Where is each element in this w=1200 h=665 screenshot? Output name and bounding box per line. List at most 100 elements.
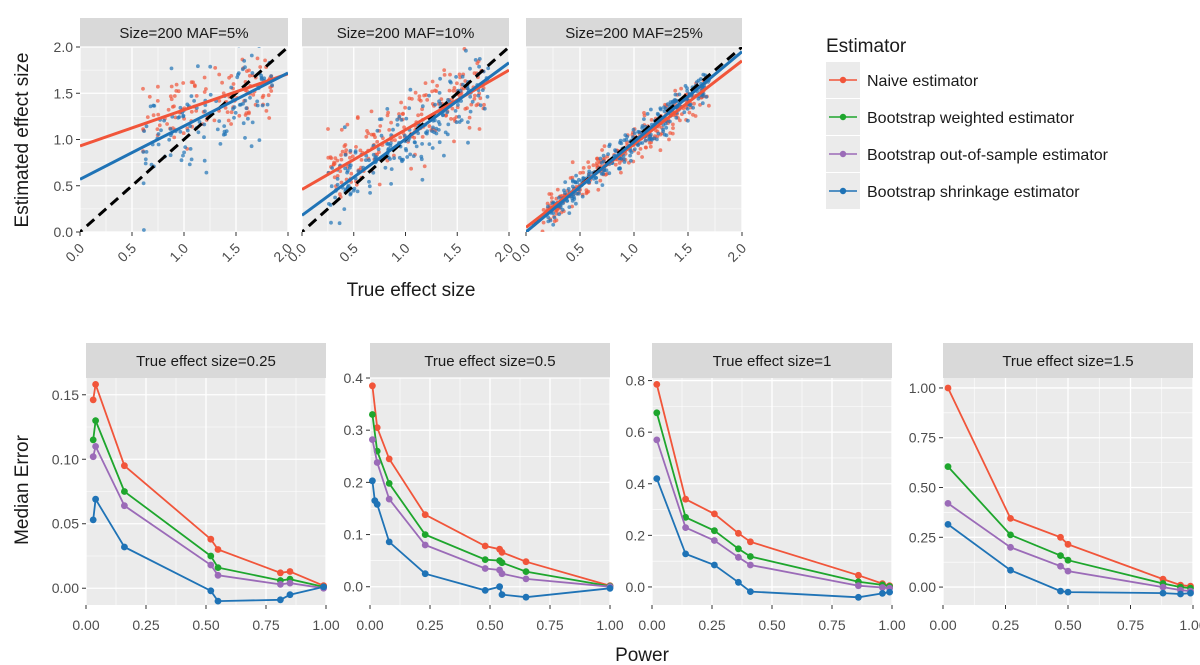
scatter-point-naive	[147, 94, 152, 99]
scatter-point-naive	[673, 88, 678, 93]
scatter-point-naive	[157, 123, 162, 128]
series-line-oos	[655, 439, 890, 590]
scatter-point-shrinkage	[335, 177, 340, 181]
scatter-point-shrinkage	[629, 158, 633, 163]
series-point-oos	[653, 436, 661, 444]
x-tick-label: 1.00	[878, 617, 905, 633]
scatter-point-naive	[473, 93, 477, 98]
scatter-point-shrinkage	[691, 105, 695, 110]
scatter-point-shrinkage	[188, 147, 193, 151]
y-tick-label: 0.0	[626, 579, 646, 595]
scatter-point-shrinkage	[563, 180, 568, 185]
scatter-point-shrinkage	[632, 147, 637, 152]
x-tick-label: 0.00	[72, 617, 99, 633]
scatter-point-shrinkage	[468, 109, 473, 114]
scatter-point-naive	[141, 86, 145, 91]
scatter-point-naive	[181, 131, 186, 136]
scatter-point-naive	[409, 166, 413, 171]
scatter-point-naive	[339, 180, 344, 185]
scatter-point-shrinkage	[403, 133, 407, 138]
scatter-point-naive	[707, 103, 711, 108]
scatter-point-shrinkage	[420, 177, 425, 182]
legend: Estimator Naive estimator Bootstrap weight…	[826, 36, 1109, 209]
scatter-point-naive	[189, 80, 194, 85]
series-point-naive	[121, 462, 128, 470]
scatter-point-shrinkage	[348, 163, 353, 168]
scatter-point-shrinkage	[248, 95, 252, 100]
series-point-naive	[277, 569, 284, 577]
scatter-point-shrinkage	[632, 131, 637, 136]
series-point-naive	[286, 568, 294, 575]
series-point-shrinkage	[421, 570, 429, 578]
y-tick-label: 0.2	[626, 527, 646, 543]
series-point-shrinkage	[214, 597, 222, 605]
scatter-point-naive	[693, 114, 698, 118]
x-tick-label: 0.5	[336, 240, 361, 265]
series-point-shrinkage	[89, 516, 97, 524]
scatter-point-shrinkage	[482, 106, 487, 111]
scatter-point-shrinkage	[244, 106, 249, 111]
scatter-point-naive	[151, 113, 156, 118]
series-point-weighted	[711, 527, 718, 535]
scatter-point-shrinkage	[436, 127, 441, 132]
scatter-point-naive	[449, 117, 453, 121]
scatter-point-shrinkage	[673, 92, 678, 97]
scatter-point-shrinkage	[468, 66, 472, 71]
scatter-point-shrinkage	[437, 140, 442, 145]
facet-title: True effect size=1.5	[1002, 353, 1133, 370]
scatter-point-shrinkage	[232, 115, 236, 120]
scatter-point-shrinkage	[655, 111, 660, 116]
scatter-point-naive	[469, 102, 474, 107]
scatter-point-shrinkage	[257, 47, 261, 48]
scatter-point-shrinkage	[144, 124, 149, 129]
series-point-oos	[421, 541, 429, 549]
scatter-point-shrinkage	[628, 153, 632, 158]
scatter-point-shrinkage	[685, 89, 690, 93]
series-line-shrinkage	[655, 478, 890, 599]
scatter-point-naive	[354, 145, 358, 149]
scatter-point-naive	[427, 124, 432, 129]
scatter-point-shrinkage	[379, 117, 384, 121]
scatter-point-naive	[145, 115, 150, 119]
series-point-weighted	[385, 480, 393, 487]
scatter-point-naive	[386, 110, 390, 115]
scatter-point-shrinkage	[459, 118, 464, 122]
scatter-point-naive	[581, 170, 585, 175]
series-point-oos	[214, 571, 222, 579]
scatter-point-shrinkage	[167, 137, 172, 142]
line-facet-2: True effect size=0.5 0.00 0.25 0.50 0.75 1.00…	[344, 343, 624, 633]
scatter-point-shrinkage	[188, 124, 193, 128]
scatter-point-shrinkage	[636, 129, 641, 134]
scatter-point-shrinkage	[399, 118, 404, 122]
legend-entry-label: Naive estimator	[867, 73, 979, 90]
scatter-point-shrinkage	[181, 153, 185, 158]
series-point-shrinkage	[682, 550, 689, 558]
scatter-point-naive	[402, 125, 406, 130]
scatter-point-shrinkage	[607, 171, 612, 176]
scatter-point-naive	[387, 127, 392, 132]
scatter-point-naive	[332, 175, 337, 180]
scatter-point-naive	[671, 122, 675, 127]
scatter-point-shrinkage	[364, 153, 369, 158]
legend-entry-label: Bootstrap weighted estimator	[867, 110, 1075, 127]
scatter-point-shrinkage	[202, 122, 207, 127]
scatter-point-shrinkage	[232, 105, 237, 110]
scatter-point-shrinkage	[662, 132, 667, 137]
series-point-shrinkage	[944, 521, 952, 528]
series-point-naive	[711, 510, 718, 518]
facet-strip	[943, 343, 1193, 378]
scatter-point-naive	[420, 107, 424, 112]
scatter-point-naive	[581, 166, 586, 170]
scatter-point-naive	[328, 155, 333, 160]
scatter-point-naive	[189, 109, 194, 114]
x-axis-title: True effect size	[347, 280, 476, 301]
y-tick-label: 0.4	[344, 370, 364, 386]
scatter-point-shrinkage	[695, 80, 699, 84]
scatter-point-shrinkage	[333, 195, 337, 200]
scatter-point-shrinkage	[178, 105, 183, 110]
scatter-point-shrinkage	[249, 144, 254, 149]
scatter-point-shrinkage	[420, 104, 425, 109]
series-point-oos	[879, 584, 886, 591]
scatter-point-naive	[373, 135, 377, 140]
scatter-point-naive	[541, 220, 546, 225]
